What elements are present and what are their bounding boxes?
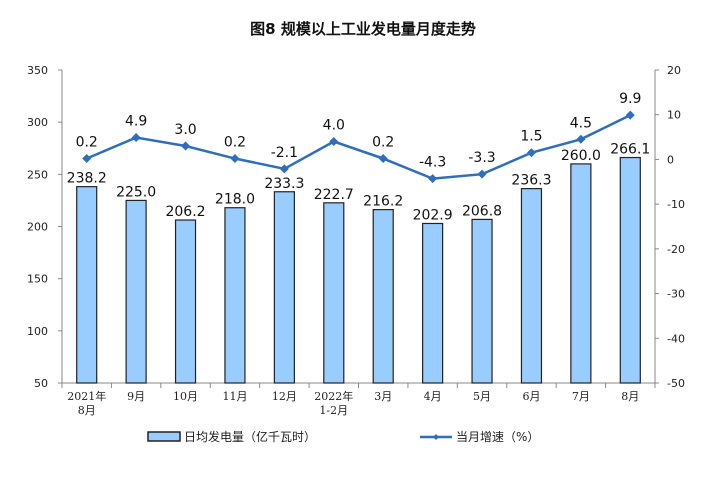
x-tick-label: 3月 — [374, 390, 392, 403]
bar-data-label: 206.2 — [165, 204, 205, 220]
line-point — [625, 110, 635, 120]
bar-data-label: 222.7 — [314, 187, 354, 203]
line-data-label: -4.3 — [419, 155, 446, 171]
left-tick-label: 350 — [27, 64, 48, 77]
x-tick-label: 8月 — [621, 390, 639, 403]
line-data-label: 9.9 — [619, 91, 641, 107]
bar-data-label: 233.3 — [264, 176, 304, 192]
right-tick-label: -10 — [667, 198, 685, 211]
right-tick-label: -50 — [667, 377, 685, 390]
bar — [619, 156, 641, 384]
right-tick-label: -40 — [667, 332, 685, 345]
line-data-label: -3.3 — [468, 150, 495, 166]
bar — [520, 188, 543, 384]
line-point — [526, 148, 536, 158]
x-tick-label: 2022年 — [314, 389, 353, 403]
line-data-label: 4.9 — [125, 114, 147, 130]
legend: 日均发电量（亿千瓦时） 当月增速（%） — [147, 429, 539, 444]
left-tick-label: 100 — [27, 325, 48, 338]
bar — [174, 219, 197, 384]
x-tick-label: 4月 — [424, 390, 442, 403]
bar-data-label: 225.0 — [116, 184, 156, 200]
left-tick-label: 250 — [27, 168, 48, 181]
bar — [323, 202, 345, 384]
bar-data-label: 260.0 — [561, 148, 601, 164]
right-tick-label: -30 — [667, 288, 685, 301]
bar-data-label: 238.2 — [67, 171, 107, 187]
legend-bar-swatch — [147, 431, 181, 442]
line-point — [279, 164, 289, 174]
bar — [422, 222, 444, 384]
x-tick-label: 10月 — [173, 390, 198, 403]
left-tick-label: 50 — [34, 377, 48, 390]
line-point — [428, 174, 438, 184]
line-data-label: 1.5 — [520, 129, 542, 145]
bar-data-label: 218.0 — [215, 192, 255, 208]
legend-line-marker — [433, 434, 439, 440]
line-point — [131, 133, 141, 143]
bar-data-label: 266.1 — [610, 142, 650, 158]
line-data-label: 4.5 — [570, 115, 592, 131]
bar-data-label: 202.9 — [413, 207, 453, 223]
x-tick-label: 1-2月 — [319, 404, 348, 417]
line-data-label: 0.2 — [224, 135, 246, 151]
right-tick-label: 0 — [667, 153, 674, 166]
legend-line-label: 当月增速（%） — [456, 430, 539, 444]
line-point — [378, 154, 388, 164]
bar — [570, 163, 592, 384]
left-tick-label: 200 — [27, 221, 48, 234]
bar — [125, 199, 147, 384]
x-tick-label: 11月 — [222, 390, 247, 403]
x-tick-label: 5月 — [473, 390, 491, 403]
right-tick-label: 20 — [667, 64, 681, 77]
line-point — [230, 154, 240, 164]
line-point — [329, 137, 339, 147]
bar-data-label: 236.3 — [511, 173, 551, 189]
bar — [471, 218, 493, 384]
growth-line — [86, 114, 631, 180]
bar — [273, 191, 295, 384]
line-point — [181, 141, 191, 151]
line-data-label: -2.1 — [271, 145, 298, 161]
bar — [76, 186, 98, 384]
x-tick-label: 12月 — [272, 390, 297, 403]
x-tick-label: 7月 — [572, 390, 590, 403]
chart-title: 图8 规模以上工业发电量月度走势 — [250, 20, 476, 38]
line-point — [477, 169, 487, 179]
x-tick-label: 9月 — [127, 390, 145, 403]
line-data-label: 0.2 — [76, 135, 98, 151]
bar-data-label: 206.8 — [462, 203, 502, 219]
legend-bar-label: 日均发电量（亿千瓦时） — [184, 429, 316, 444]
right-tick-label: -20 — [667, 243, 685, 256]
line-data-label: 0.2 — [372, 135, 394, 151]
left-tick-label: 300 — [27, 116, 48, 129]
line-point — [82, 154, 92, 164]
left-tick-label: 150 — [27, 273, 48, 286]
bar — [224, 207, 246, 384]
right-tick-label: 10 — [667, 109, 681, 122]
x-tick-label: 6月 — [522, 390, 540, 403]
x-tick-label: 2021年 — [67, 389, 106, 403]
line-point — [576, 134, 586, 144]
x-tick-label: 8月 — [78, 404, 96, 417]
line-data-label: 3.0 — [174, 122, 196, 138]
bar-data-label: 216.2 — [363, 194, 403, 210]
bar — [372, 208, 394, 384]
line-data-label: 4.0 — [323, 118, 345, 134]
